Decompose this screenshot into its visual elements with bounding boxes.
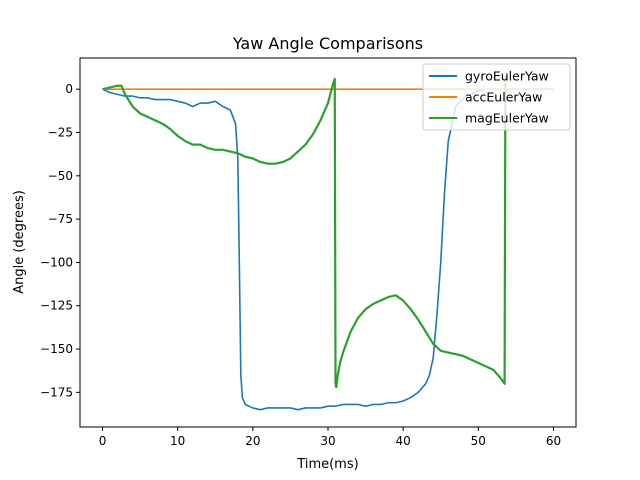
series-line-magEulerYaw <box>102 75 508 389</box>
x-tick-label: 20 <box>245 434 260 448</box>
x-tick-label: 60 <box>546 434 561 448</box>
y-tick-label: 0 <box>65 82 73 96</box>
series-line-gyroEulerYaw <box>102 88 554 411</box>
y-tick-label: −75 <box>48 212 73 226</box>
y-axis: 0 −25 −50 −75 −100 −125 −150 −175 <box>40 82 80 399</box>
legend-label-accEulerYaw: accEulerYaw <box>465 90 542 105</box>
x-axis: 0 10 20 30 40 50 60 <box>99 427 561 448</box>
chart-title: Yaw Angle Comparisons <box>232 34 423 53</box>
x-tick-label: 50 <box>471 434 486 448</box>
y-tick-label: −50 <box>48 169 73 183</box>
y-tick-label: −125 <box>40 299 73 313</box>
y-tick-label: −25 <box>48 125 73 139</box>
legend: gyroEulerYaw accEulerYaw magEulerYaw <box>422 63 571 131</box>
y-tick-label: −100 <box>40 255 73 269</box>
y-axis-label: Angle (degrees) <box>12 190 27 294</box>
x-tick-label: 40 <box>396 434 411 448</box>
legend-label-magEulerYaw: magEulerYaw <box>465 111 549 126</box>
y-tick-label: −150 <box>40 342 73 356</box>
x-axis-label: Time(ms) <box>296 457 358 472</box>
x-tick-label: 30 <box>320 434 335 448</box>
y-tick-label: −175 <box>40 385 73 399</box>
legend-label-gyroEulerYaw: gyroEulerYaw <box>465 69 549 84</box>
legend-box <box>422 63 571 131</box>
x-tick-label: 0 <box>99 434 107 448</box>
x-tick-label: 10 <box>170 434 185 448</box>
